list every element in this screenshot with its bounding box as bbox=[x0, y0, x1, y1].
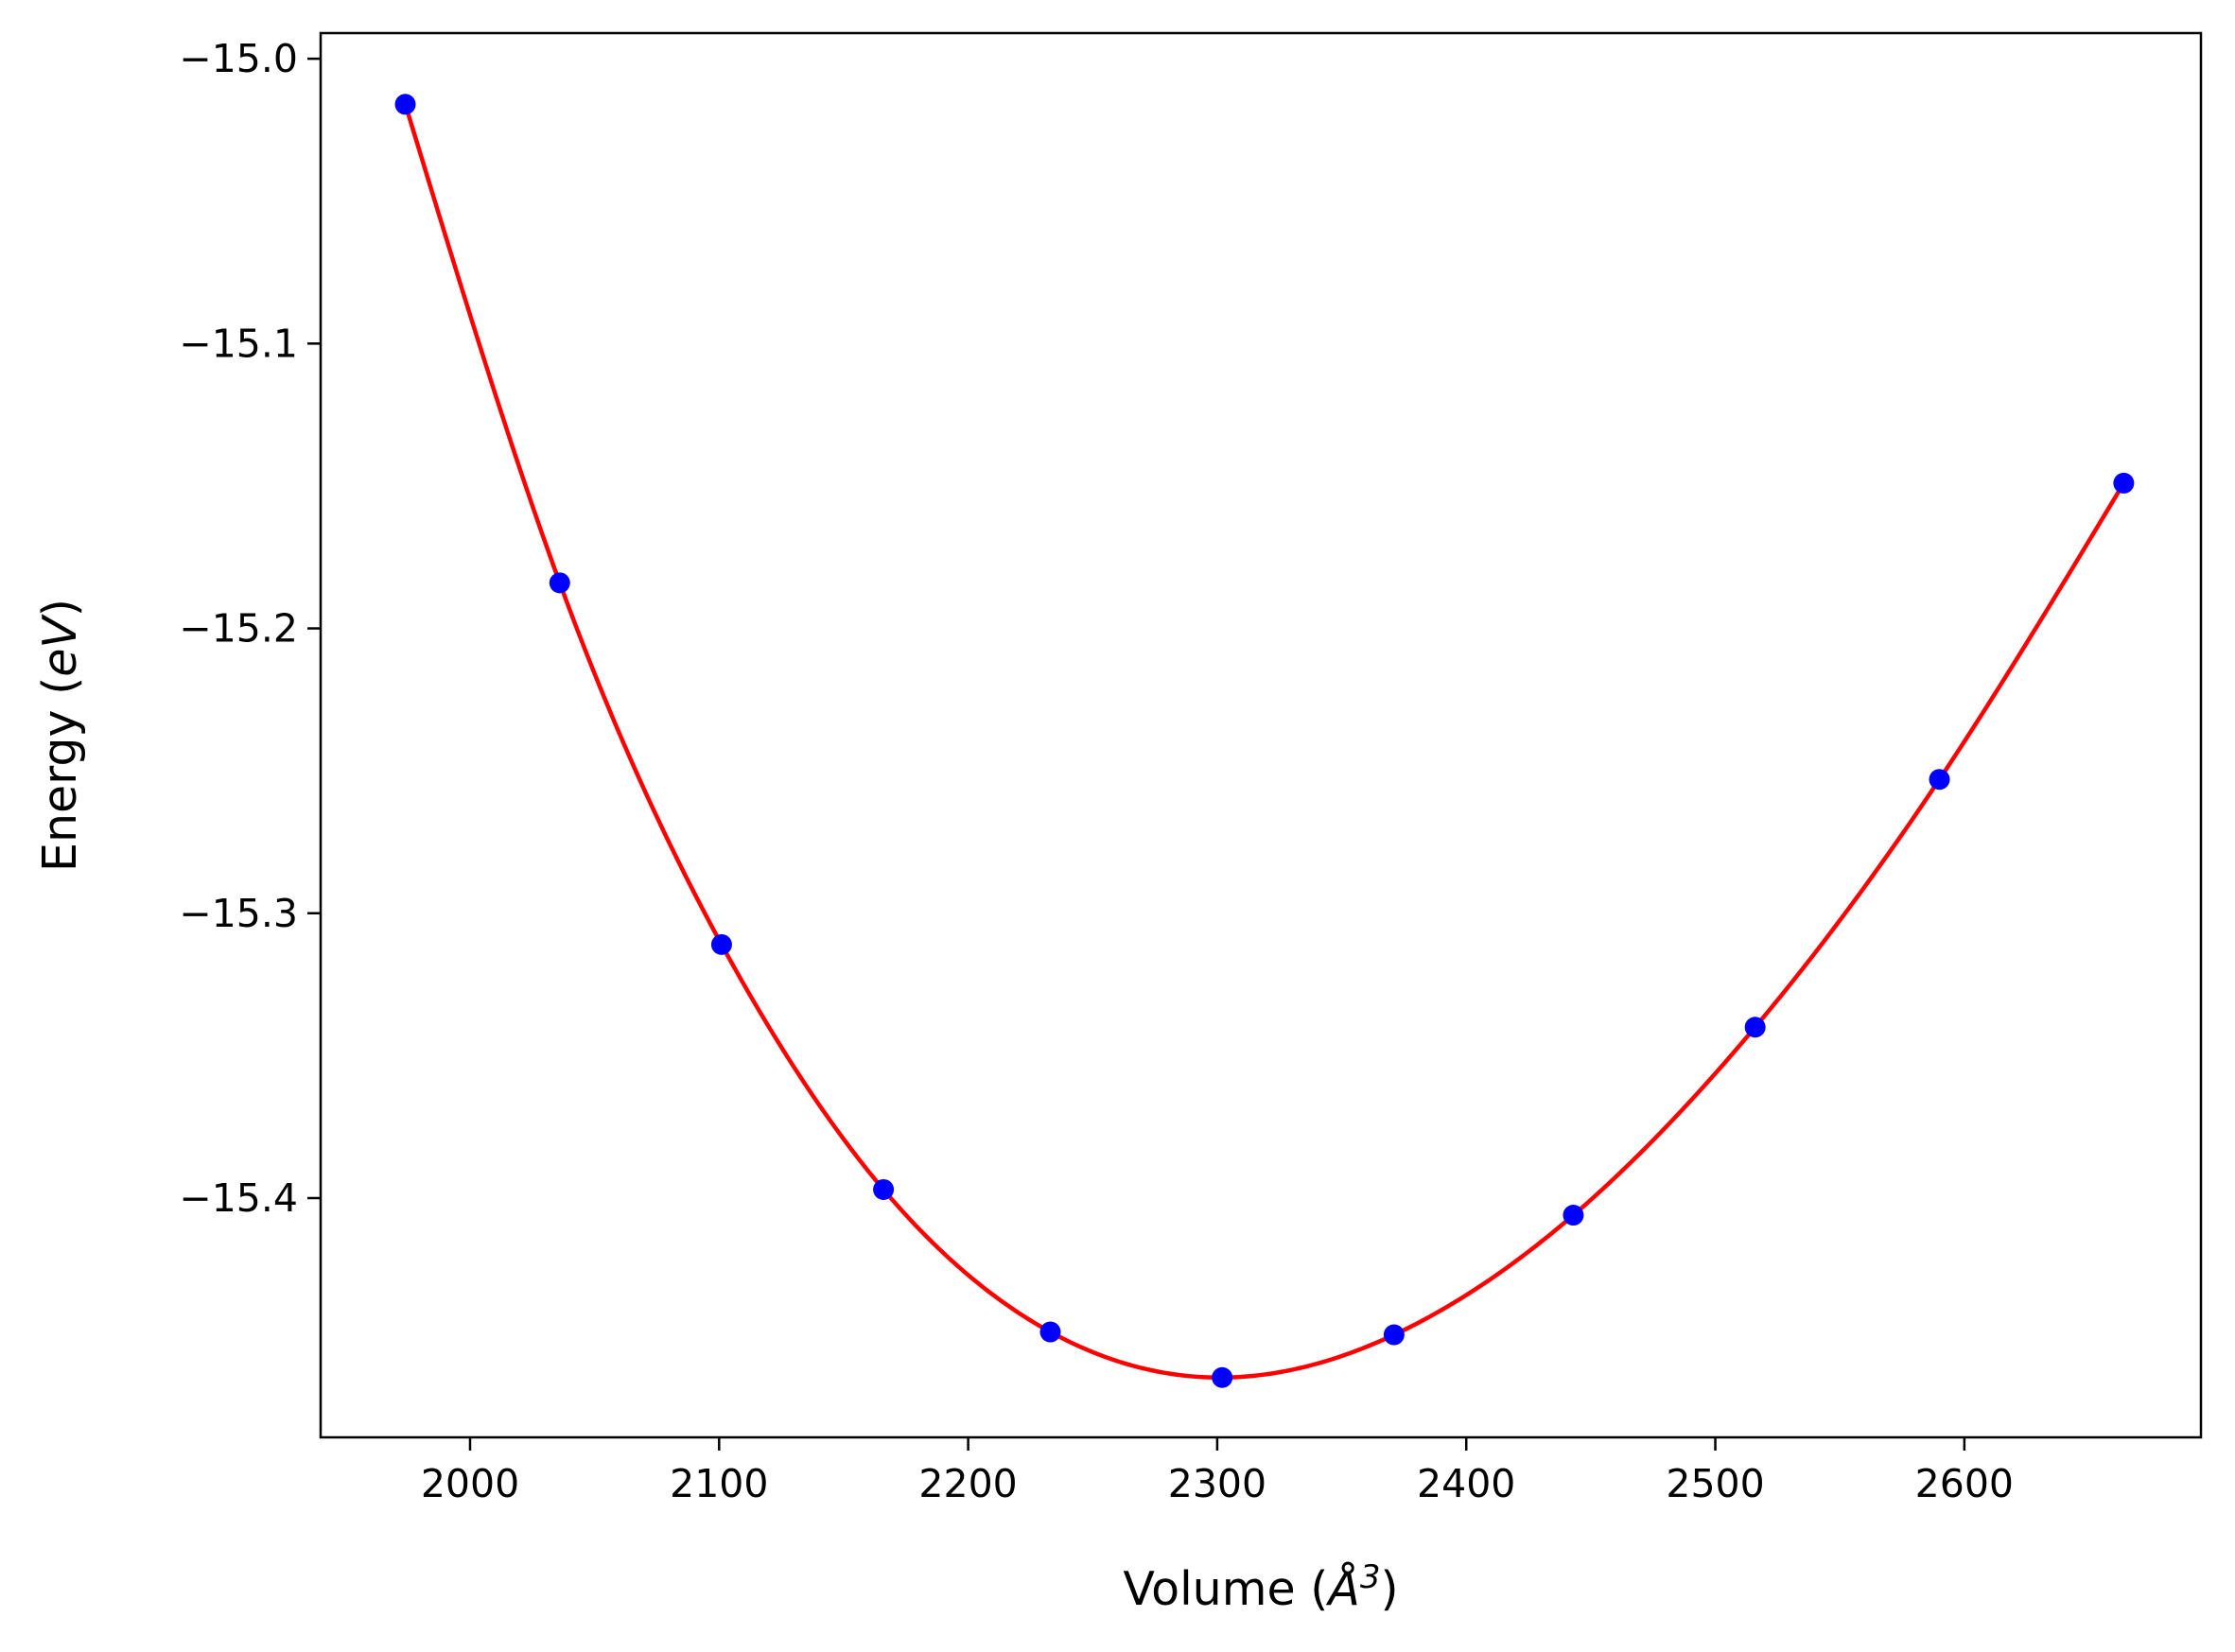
y-axis-title-suffix: ) bbox=[33, 599, 87, 617]
x-tick-label: 2400 bbox=[1417, 1461, 1515, 1506]
x-axis-title-symbol: Å bbox=[1325, 1560, 1360, 1616]
x-tick-label: 2200 bbox=[918, 1461, 1017, 1506]
data-point bbox=[549, 572, 570, 594]
data-point bbox=[1744, 1017, 1766, 1038]
x-tick-label: 2500 bbox=[1666, 1461, 1764, 1506]
data-point bbox=[1563, 1205, 1584, 1226]
x-tick-label: 2300 bbox=[1168, 1461, 1266, 1506]
data-point bbox=[1383, 1324, 1405, 1346]
x-tick-label: 2600 bbox=[1915, 1461, 2014, 1506]
x-axis-title: Volume (Å3) bbox=[1123, 1558, 1398, 1616]
x-tick-label: 2000 bbox=[421, 1461, 519, 1506]
y-axis-title: Energy (eV) bbox=[33, 599, 87, 872]
y-tick-label: −15.3 bbox=[179, 891, 298, 936]
data-point bbox=[2113, 472, 2135, 494]
y-axis-title-prefix: Energy ( bbox=[33, 677, 87, 872]
y-axis-title-unit: eV bbox=[33, 614, 87, 677]
data-point bbox=[710, 933, 732, 955]
x-axis-title-prefix: Volume ( bbox=[1123, 1562, 1328, 1616]
data-point bbox=[1929, 769, 1950, 791]
y-tick-label: −15.1 bbox=[179, 321, 298, 366]
fit-curve-line bbox=[403, 103, 2126, 1380]
y-tick-label: −15.0 bbox=[179, 36, 298, 81]
y-tick-label: −15.4 bbox=[179, 1175, 298, 1221]
plot-frame bbox=[319, 31, 2203, 1439]
data-point bbox=[1212, 1366, 1233, 1388]
tick-layer: 2000 2100 2200 2300 2400 2500 2600 −15.0 −15.1 −1… bbox=[179, 31, 2203, 1506]
data-point bbox=[1039, 1321, 1061, 1343]
plot-layer bbox=[394, 94, 2135, 1388]
y-tick-label: −15.2 bbox=[179, 606, 298, 652]
x-tick-label: 2100 bbox=[670, 1461, 768, 1506]
x-axis-title-exponent: 3 bbox=[1360, 1558, 1381, 1596]
x-axis-title-suffix: ) bbox=[1380, 1562, 1398, 1616]
data-point bbox=[394, 94, 416, 115]
data-point bbox=[873, 1178, 895, 1200]
